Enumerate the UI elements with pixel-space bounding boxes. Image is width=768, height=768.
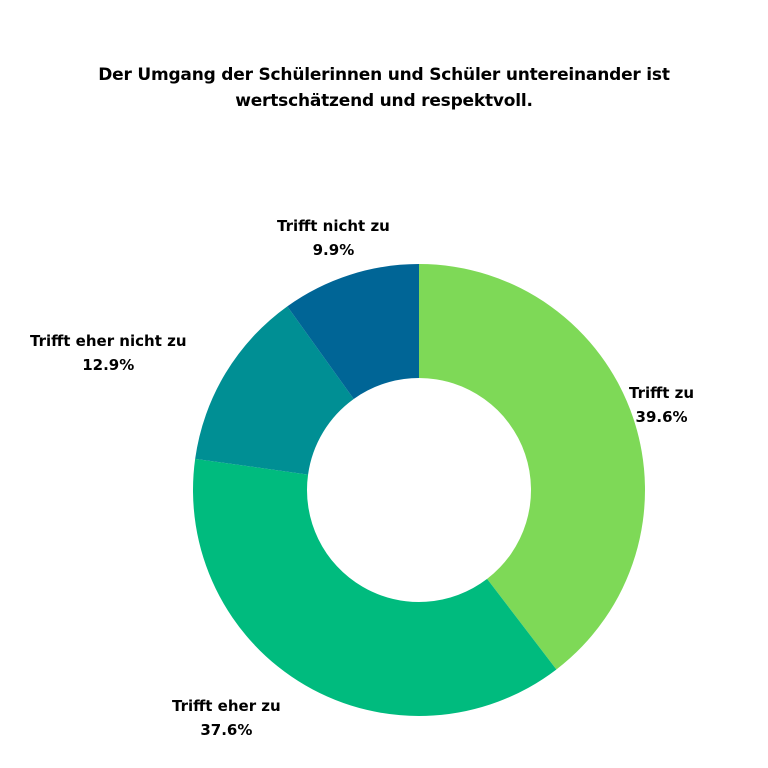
donut-slice-trifft-eher-zu (192, 458, 557, 717)
donut-slice-trifft-eher-nicht-zu (195, 306, 354, 475)
slice-category-label: Trifft eher zu (172, 697, 281, 715)
slice-value-label: 9.9% (312, 241, 355, 259)
slice-category-label: Trifft eher nicht zu (30, 332, 187, 350)
slice-label-trifft-nicht-zu: Trifft nicht zu 9.9% (277, 214, 390, 262)
slice-value-label: 37.6% (200, 721, 253, 739)
slice-label-trifft-zu: Trifft zu 39.6% (629, 381, 694, 429)
slice-label-trifft-eher-nicht-zu: Trifft eher nicht zu 12.9% (30, 329, 187, 377)
slice-value-label: 12.9% (82, 356, 135, 374)
chart-title-line-1: Der Umgang der Schülerinnen und Schüler … (98, 65, 670, 85)
slice-category-label: Trifft zu (629, 384, 695, 402)
donut-slice-trifft-nicht-zu (287, 264, 419, 399)
chart-title: Der Umgang der Schülerinnen und Schüler … (40, 62, 728, 114)
slice-label-trifft-eher-zu: Trifft eher zu 37.6% (172, 694, 281, 742)
slice-category-label: Trifft nicht zu (277, 217, 390, 235)
slice-value-label: 39.6% (635, 408, 688, 426)
chart-title-line-2: wertschätzend und respektvoll. (235, 91, 533, 111)
donut-slice-trifft-zu (419, 264, 645, 670)
